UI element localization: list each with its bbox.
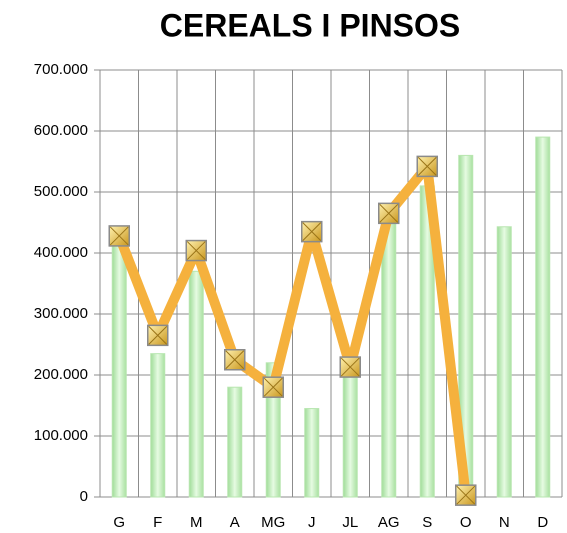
x-tick-label: G [113, 514, 125, 531]
x-tick-label: JL [342, 514, 358, 531]
bar [496, 226, 512, 498]
y-tick-label: 300.000 [34, 305, 88, 322]
line [114, 161, 471, 496]
marker-cross [340, 357, 360, 377]
bar [227, 386, 243, 498]
x-tick-label: J [308, 514, 316, 531]
bar [150, 353, 166, 498]
x-tick-label: D [537, 514, 548, 531]
marker-cross [263, 377, 283, 397]
x-tick-label: N [499, 514, 510, 531]
x-tick-label: AG [378, 514, 400, 531]
marker-cross [456, 485, 476, 505]
x-tick-label: S [422, 514, 432, 531]
x-tick-label: F [153, 514, 162, 531]
bar [342, 368, 358, 498]
y-tick-label: 600.000 [34, 122, 88, 139]
y-tick-label: 0 [80, 488, 88, 505]
bar [111, 243, 127, 498]
bar [304, 408, 320, 498]
y-tick-label: 500.000 [34, 183, 88, 200]
marker-cross [109, 226, 129, 246]
x-tick-label: M [190, 514, 203, 531]
x-tick-label: A [230, 514, 240, 531]
marker-cross [186, 241, 206, 260]
marker-cross [379, 203, 399, 223]
y-tick-label: 100.000 [34, 427, 88, 444]
marker-cross [148, 325, 168, 345]
chart-title: CEREALS I PINSOS [160, 7, 461, 43]
bar [188, 270, 204, 498]
x-tick-label: O [460, 514, 472, 531]
x-tick-label: MG [261, 514, 285, 531]
y-tick-label: 200.000 [34, 366, 88, 383]
y-tick-label: 700.000 [34, 61, 88, 78]
y-tick-label: 400.000 [34, 244, 88, 261]
bar [535, 136, 551, 498]
marker-cross [302, 222, 322, 242]
marker-cross [417, 157, 437, 176]
marker-cross [225, 350, 245, 370]
